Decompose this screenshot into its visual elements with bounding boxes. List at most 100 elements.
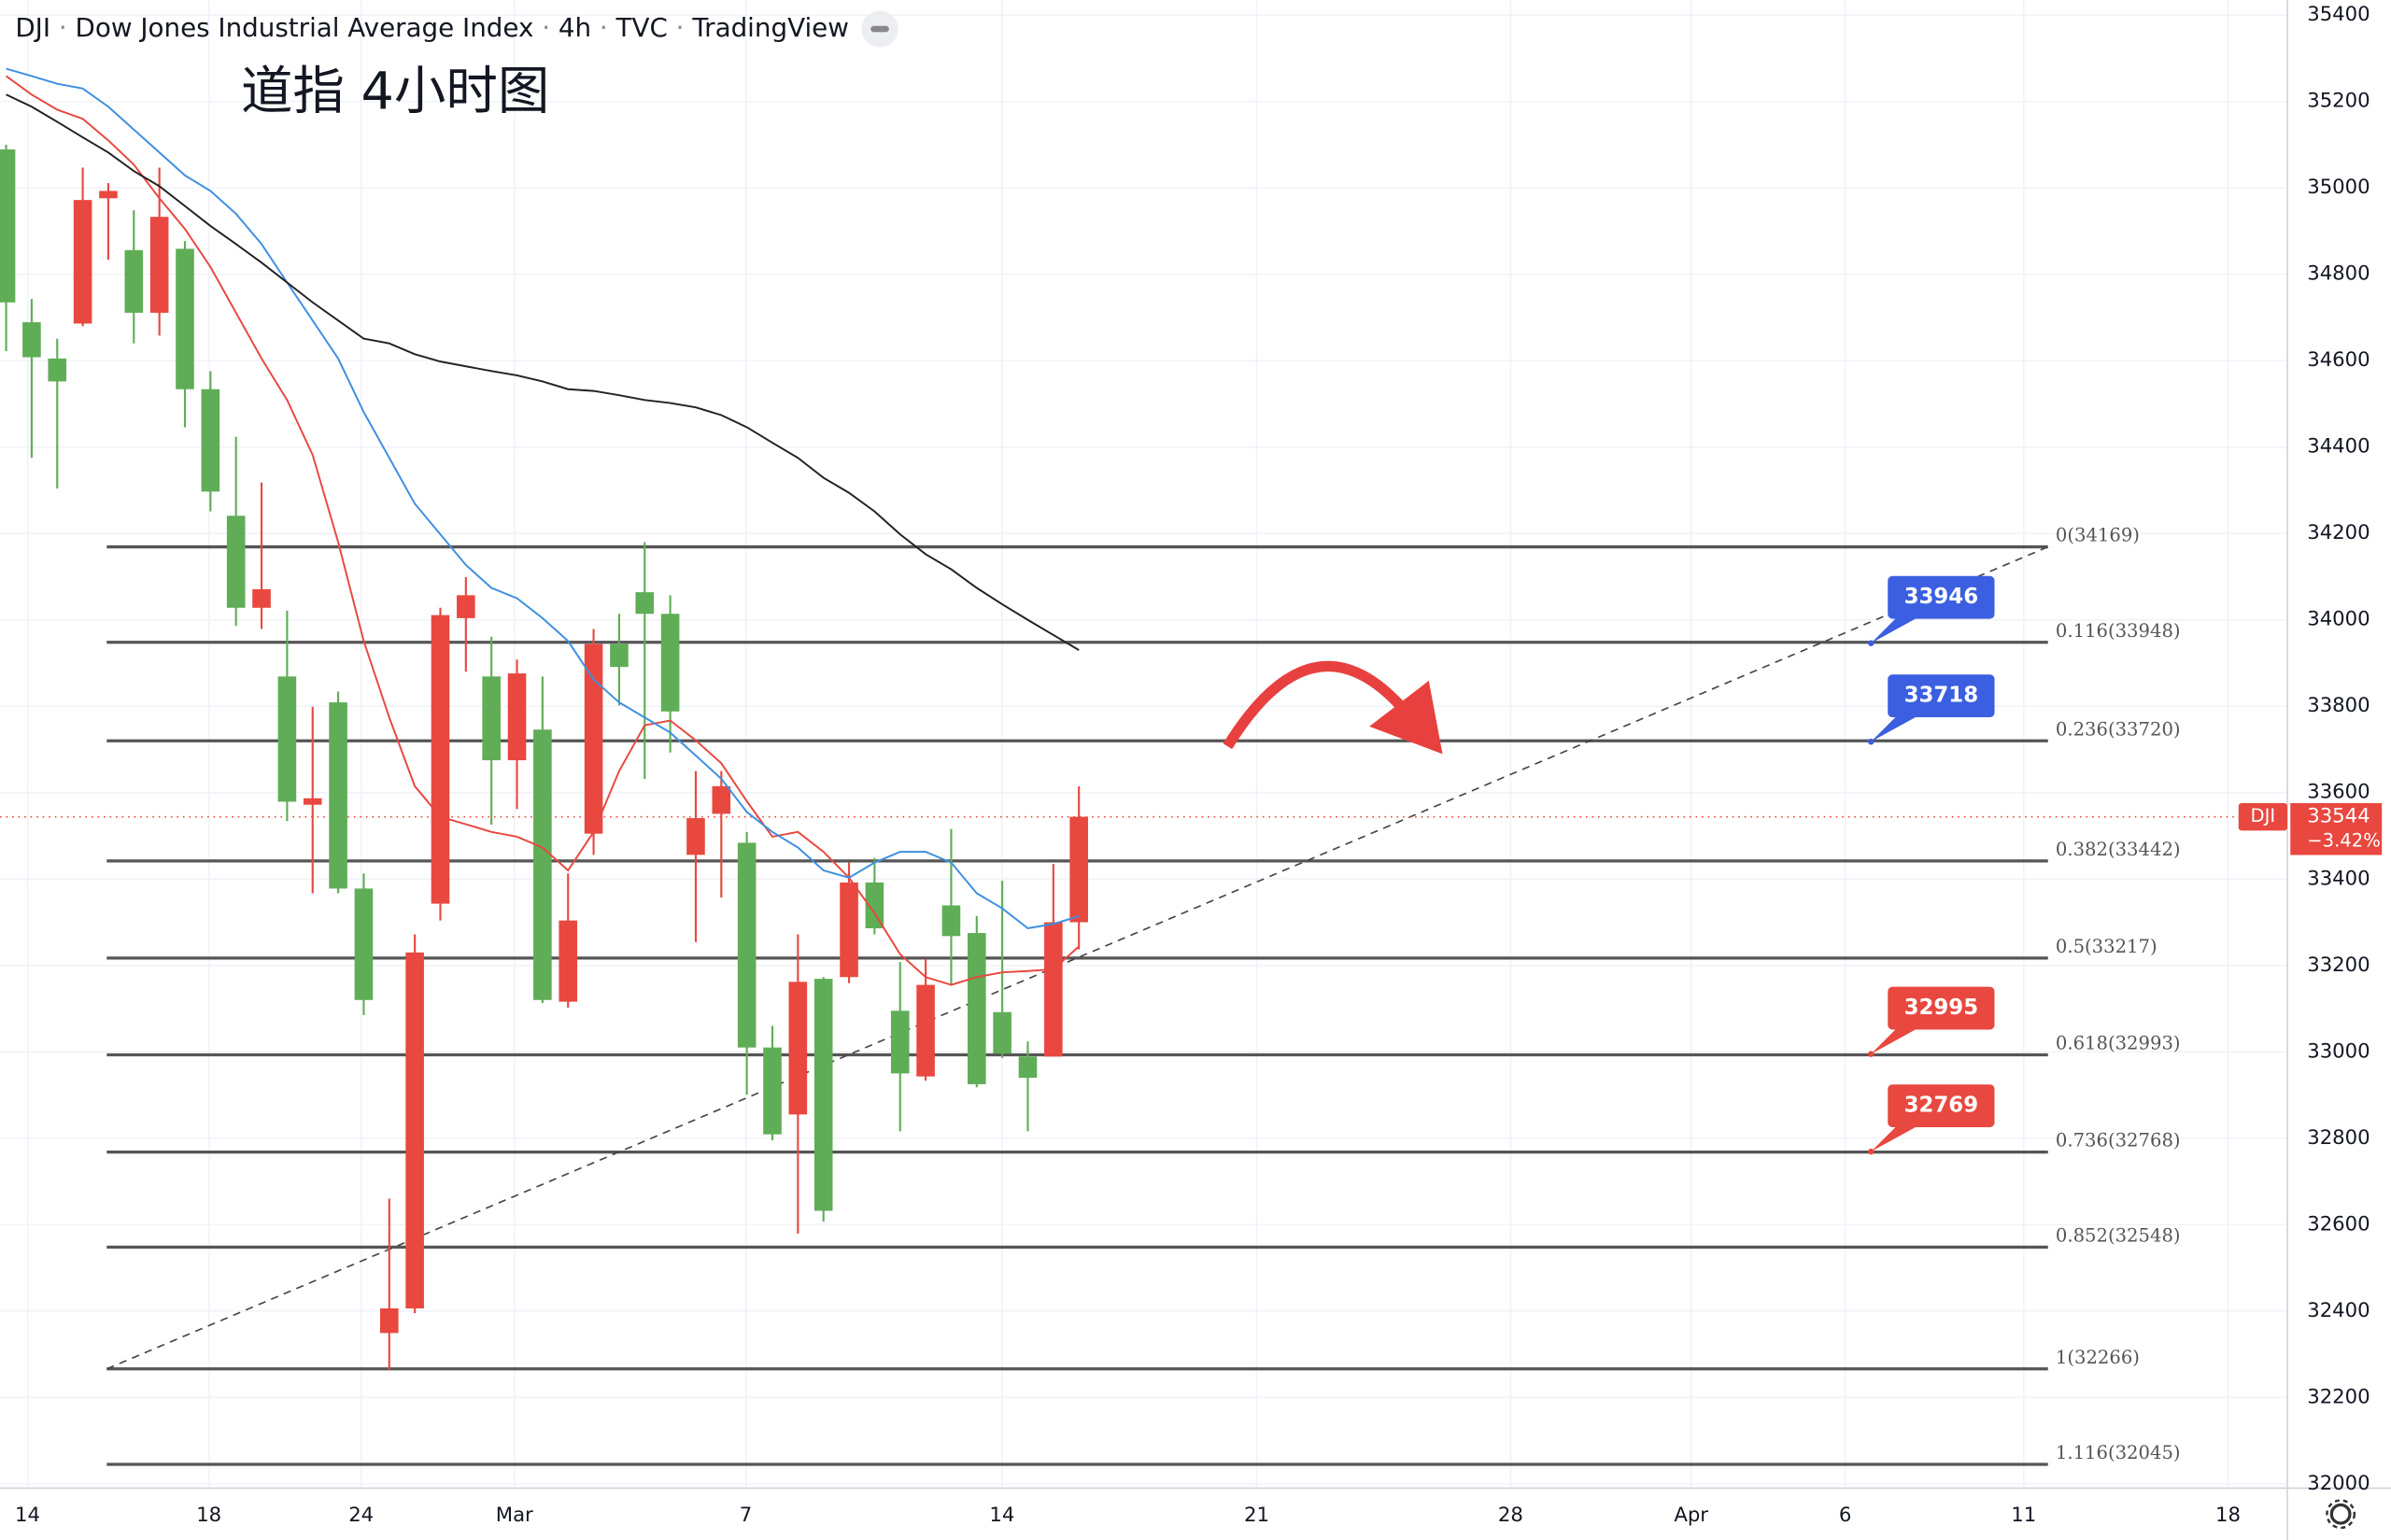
y-tick-label: 33800 [2307, 694, 2370, 717]
y-tick-label: 33400 [2307, 867, 2370, 890]
x-tick-label: 18 [196, 1504, 221, 1527]
moving-average [5, 75, 1080, 986]
candle-body [277, 676, 297, 802]
candle-body [890, 1010, 910, 1074]
last-price-change: −3.42% [2307, 829, 2381, 851]
candle-body [559, 920, 578, 1002]
y-tick-label: 35000 [2307, 176, 2370, 199]
candle-body [533, 729, 552, 1000]
y-tick-label: 33200 [2307, 954, 2370, 977]
candle-body [712, 785, 731, 814]
x-tick-label: 28 [1498, 1504, 1523, 1527]
x-tick-label: 18 [2215, 1504, 2241, 1527]
candle-body [941, 905, 961, 937]
grid [0, 0, 2287, 1489]
candle-body [405, 952, 424, 1309]
candle-body [99, 191, 118, 199]
candle-body [252, 588, 271, 608]
callout-label: 33946 [1904, 585, 1978, 609]
x-tick-label: 24 [348, 1504, 374, 1527]
exchange: TVC [615, 12, 668, 43]
y-tick-label: 35400 [2307, 3, 2370, 26]
candle-body [993, 1011, 1012, 1054]
x-tick-label: Apr [1674, 1504, 1708, 1527]
candle-body [431, 615, 450, 904]
candle-body [124, 249, 144, 313]
candle-body [737, 842, 757, 1048]
y-tick-label: 35200 [2307, 90, 2370, 113]
x-tick-label: 14 [15, 1504, 40, 1527]
candle-body [967, 933, 986, 1084]
symbol-tag [2238, 802, 2287, 831]
callout-pointer [1871, 616, 1918, 643]
y-tick-label: 32000 [2307, 1472, 2370, 1495]
red-arrow [1223, 660, 1443, 755]
candle-body [149, 217, 169, 313]
candle-body [0, 149, 16, 303]
fib-label: 0.736(32768) [2056, 1130, 2181, 1151]
candle-body [303, 798, 322, 805]
settings-button[interactable] [2326, 1499, 2356, 1530]
source: TradingView [691, 12, 849, 43]
callout-box [1888, 986, 1995, 1030]
candle-body [73, 200, 92, 324]
separator: · [542, 12, 559, 43]
fib-label: 0.618(32993) [2056, 1033, 2181, 1054]
callout-pointer [1871, 715, 1918, 742]
y-tick-label: 32400 [2307, 1299, 2370, 1322]
candle-body [176, 248, 194, 389]
callout-label: 32995 [1904, 996, 1978, 1020]
candle-body [48, 358, 67, 382]
fib-label: 0.236(33720) [2056, 718, 2181, 740]
y-tick-label: 34800 [2307, 262, 2370, 286]
fib-label: 0.852(32548) [2056, 1224, 2181, 1246]
y-tick-label: 33000 [2307, 1039, 2370, 1063]
x-tick-label: Mar [496, 1504, 533, 1527]
candle-body [865, 882, 884, 928]
plot-area: 0(34169) 0.116(33948) 0.236(33720) 0.382(33… [0, 67, 2287, 1466]
y-tick-label: 34000 [2307, 608, 2370, 631]
y-tick-label: 32800 [2307, 1126, 2370, 1150]
symbol: DJI [15, 12, 50, 43]
separator: · [59, 12, 76, 43]
candle-body [1044, 922, 1063, 1057]
fib-label: 1(32266) [2056, 1347, 2140, 1368]
callout-anchor [1868, 738, 1875, 745]
callout-anchor [1868, 640, 1875, 646]
callout-label: 33718 [1904, 684, 1978, 708]
separator: · [676, 12, 693, 43]
candle-body [814, 979, 833, 1211]
candle-body [686, 818, 705, 855]
callout-box [1888, 1084, 1995, 1127]
candle-body [1018, 1056, 1038, 1079]
moving-average [6, 93, 1080, 651]
candle-body [840, 882, 858, 978]
y-tick-label: 32600 [2307, 1212, 2370, 1236]
symbol-tag-label: DJI [2251, 805, 2276, 827]
candle-body [635, 592, 655, 615]
moving-average [6, 67, 1080, 930]
candle-body [379, 1308, 399, 1334]
candle-body [354, 888, 374, 1000]
y-tick-label: 33600 [2307, 781, 2370, 804]
chart-title: 道指 4小时图 [241, 61, 549, 121]
candle-body [1069, 816, 1088, 923]
fib-label: 0(34169) [2056, 525, 2140, 546]
candle-body [226, 516, 246, 608]
x-tick-label: 14 [989, 1504, 1014, 1527]
y-tick-label: 34600 [2307, 348, 2370, 372]
fib-label: 0.382(33442) [2056, 839, 2181, 860]
y-tick-label: 34200 [2307, 521, 2370, 544]
candle-body [507, 673, 527, 761]
fib-label: 0.116(33948) [2056, 620, 2181, 642]
y-tick-label: 34400 [2307, 435, 2370, 459]
y-tick-label: 32200 [2307, 1385, 2370, 1408]
fib-label: 1.116(32045) [2056, 1442, 2181, 1463]
candle-body [22, 322, 41, 358]
collapse-button[interactable] [861, 10, 898, 48]
x-tick-label: 21 [1244, 1504, 1269, 1527]
fib-label: 0.5(33217) [2056, 936, 2158, 957]
last-price-tag [2290, 802, 2383, 855]
